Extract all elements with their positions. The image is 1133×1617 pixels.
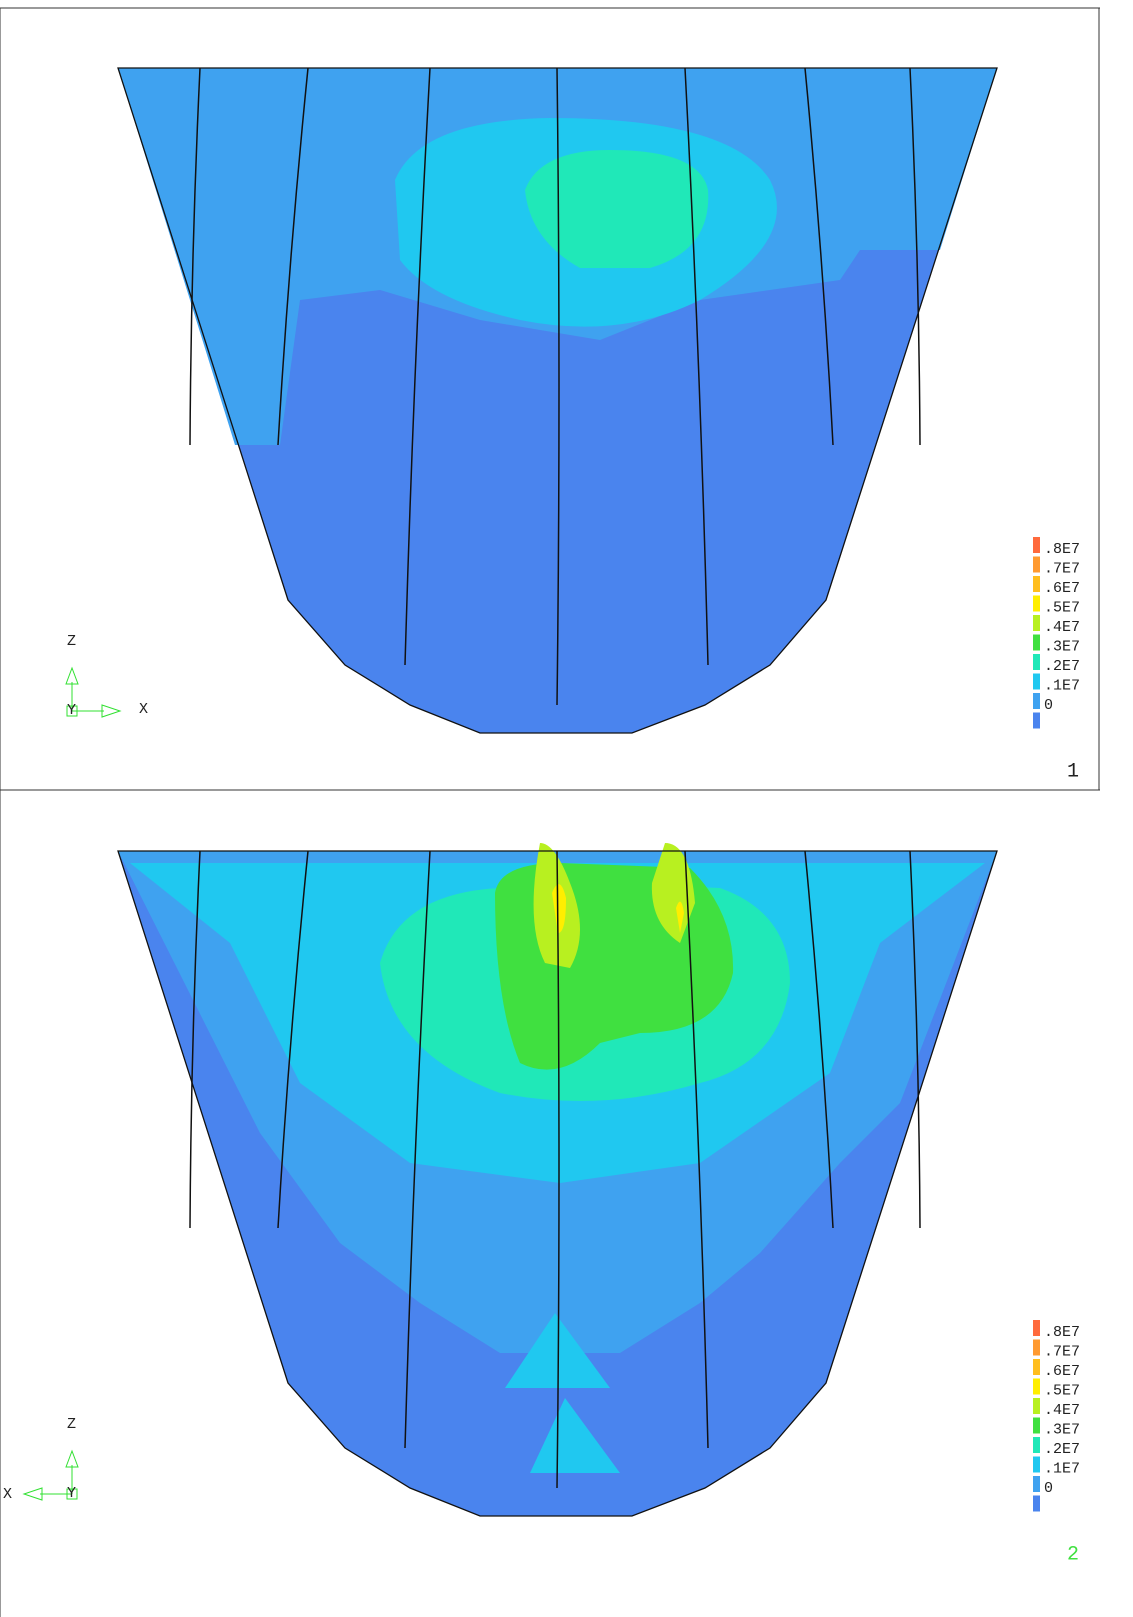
legend-swatch <box>1033 654 1040 670</box>
triad-label: X <box>139 701 148 718</box>
legend-swatch <box>1033 537 1040 553</box>
legend-label: .7E7 <box>1044 1343 1080 1360</box>
legend-swatch <box>1033 1476 1040 1492</box>
window-number: 2 <box>1067 1543 1079 1566</box>
legend-swatch <box>1033 576 1040 592</box>
legend-label: .8E7 <box>1044 1324 1080 1341</box>
legend-label: .4E7 <box>1044 1402 1080 1419</box>
legend-label: .2E7 <box>1044 658 1080 675</box>
legend-swatch <box>1033 615 1040 631</box>
triad-label: Z <box>67 633 76 650</box>
legend-swatch <box>1033 635 1040 651</box>
legend-swatch <box>1033 1320 1040 1336</box>
window-number: 1 <box>1067 760 1079 783</box>
triad-label: Y <box>67 702 76 719</box>
legend-label: .8E7 <box>1044 541 1080 558</box>
legend-swatch <box>1033 1359 1040 1375</box>
legend-label: .1E7 <box>1044 677 1080 694</box>
legend-swatch <box>1033 1418 1040 1434</box>
legend-swatch <box>1033 1398 1040 1414</box>
legend-label: .3E7 <box>1044 638 1080 655</box>
legend-swatch <box>1033 1437 1040 1453</box>
triad-label: Y <box>67 1485 76 1502</box>
legend-swatch <box>1033 557 1040 573</box>
legend-label: .7E7 <box>1044 560 1080 577</box>
legend-label: .5E7 <box>1044 1382 1080 1399</box>
legend-label: 0 <box>1044 697 1053 714</box>
triad-label: X <box>3 1486 12 1503</box>
viewport: .8E7 .7E7 .6E7 .5E7 .4E7 .3E7 .2E7 .1E7 0 1 Z Y X .8E… <box>0 0 1133 1617</box>
legend-swatch <box>1033 713 1040 729</box>
legend-swatch <box>1033 1457 1040 1473</box>
legend-label: .1E7 <box>1044 1460 1080 1477</box>
legend-swatch <box>1033 1496 1040 1512</box>
legend-swatch <box>1033 674 1040 690</box>
legend-label: .6E7 <box>1044 1363 1080 1380</box>
legend-swatch <box>1033 596 1040 612</box>
legend-label: 0 <box>1044 1480 1053 1497</box>
legend-swatch <box>1033 1379 1040 1395</box>
legend-label: .2E7 <box>1044 1441 1080 1458</box>
triad-label: Z <box>67 1416 76 1433</box>
legend-swatch <box>1033 693 1040 709</box>
legend-swatch <box>1033 1340 1040 1356</box>
legend-label: .5E7 <box>1044 599 1080 616</box>
legend-label: .6E7 <box>1044 580 1080 597</box>
legend-label: .3E7 <box>1044 1421 1080 1438</box>
legend-label: .4E7 <box>1044 619 1080 636</box>
